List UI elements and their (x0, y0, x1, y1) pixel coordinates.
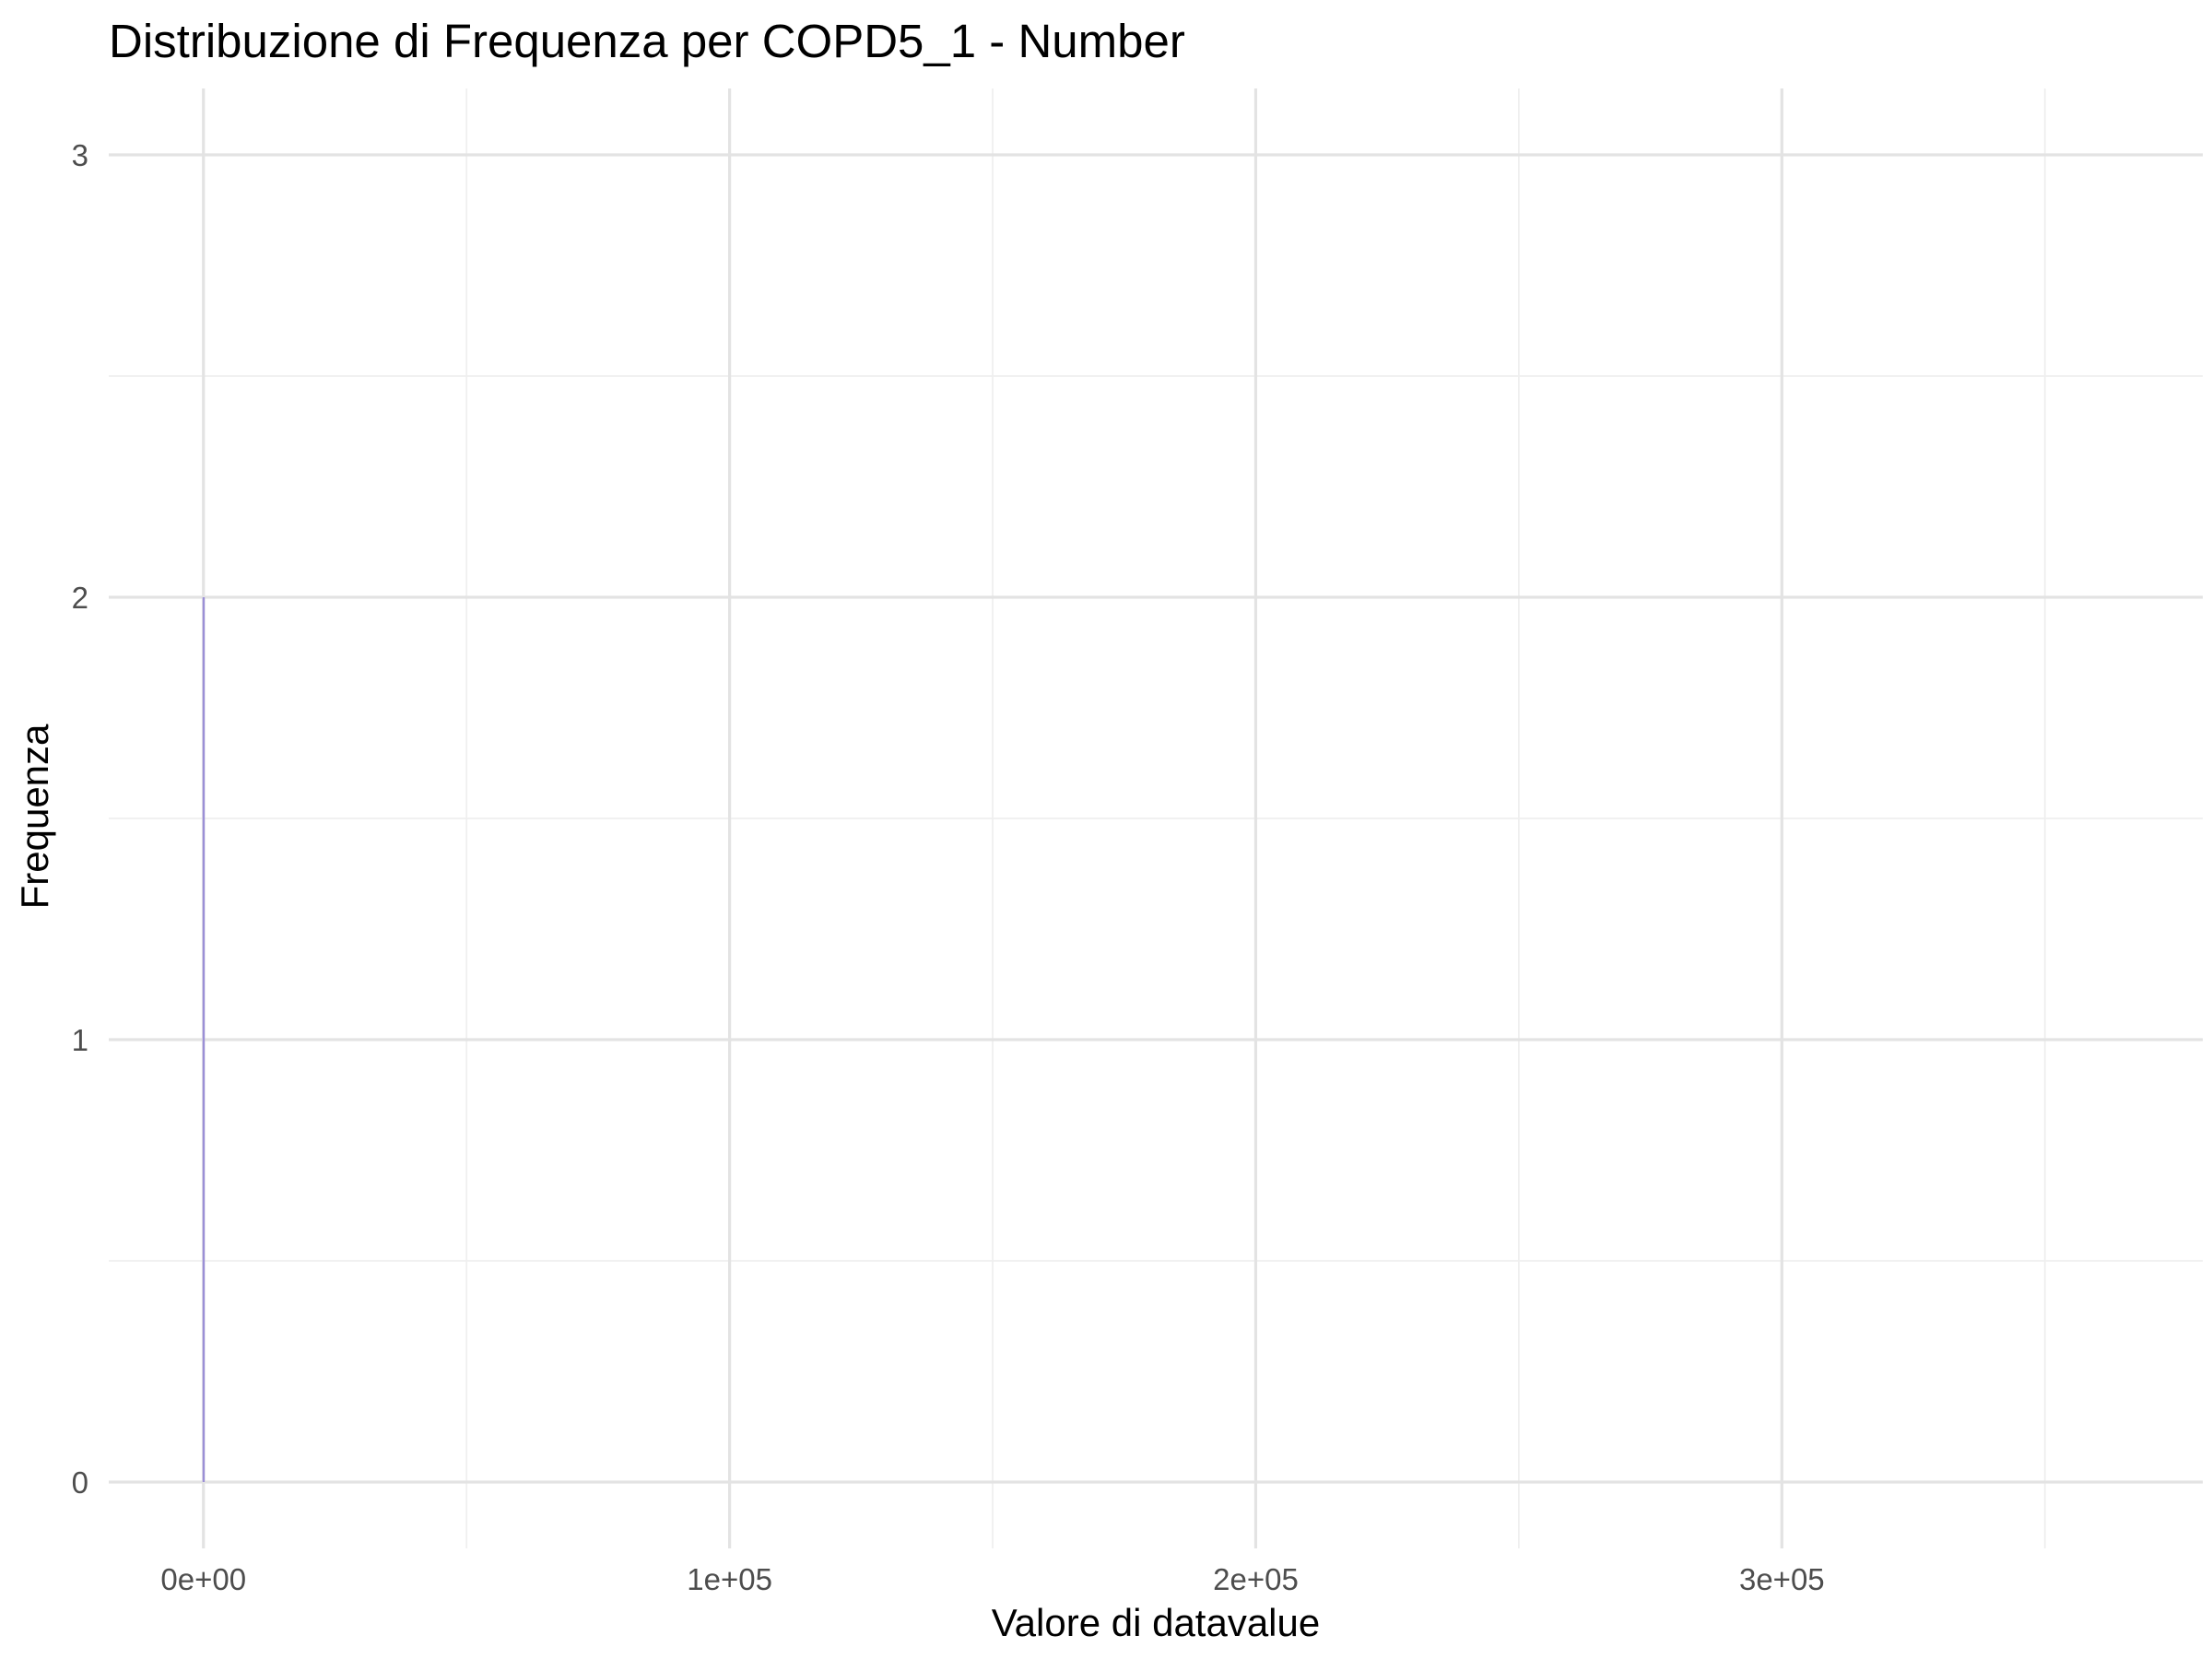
y-tick-label: 3 (72, 138, 88, 172)
y-tick-label: 1 (72, 1023, 88, 1057)
histogram-bars (203, 597, 205, 1482)
y-tick-label: 0 (72, 1465, 88, 1500)
x-tick-label: 2e+05 (1213, 1562, 1299, 1596)
x-tick-label: 1e+05 (687, 1562, 772, 1596)
x-tick-label: 3e+05 (1739, 1562, 1825, 1596)
chart-title: Distribuzione di Frequenza per COPD5_1 -… (109, 15, 1185, 67)
y-axis-title: Frequenza (13, 724, 56, 909)
y-tick-label: 2 (72, 581, 88, 615)
grid-lines (109, 88, 2203, 1548)
x-axis-title: Valore di datavalue (992, 1601, 1320, 1644)
axis-tick-labels: 0e+00 1e+05 2e+05 3e+05 0 1 2 3 (72, 138, 1825, 1596)
histogram-bar (203, 597, 205, 1482)
x-tick-label: 0e+00 (160, 1562, 246, 1596)
